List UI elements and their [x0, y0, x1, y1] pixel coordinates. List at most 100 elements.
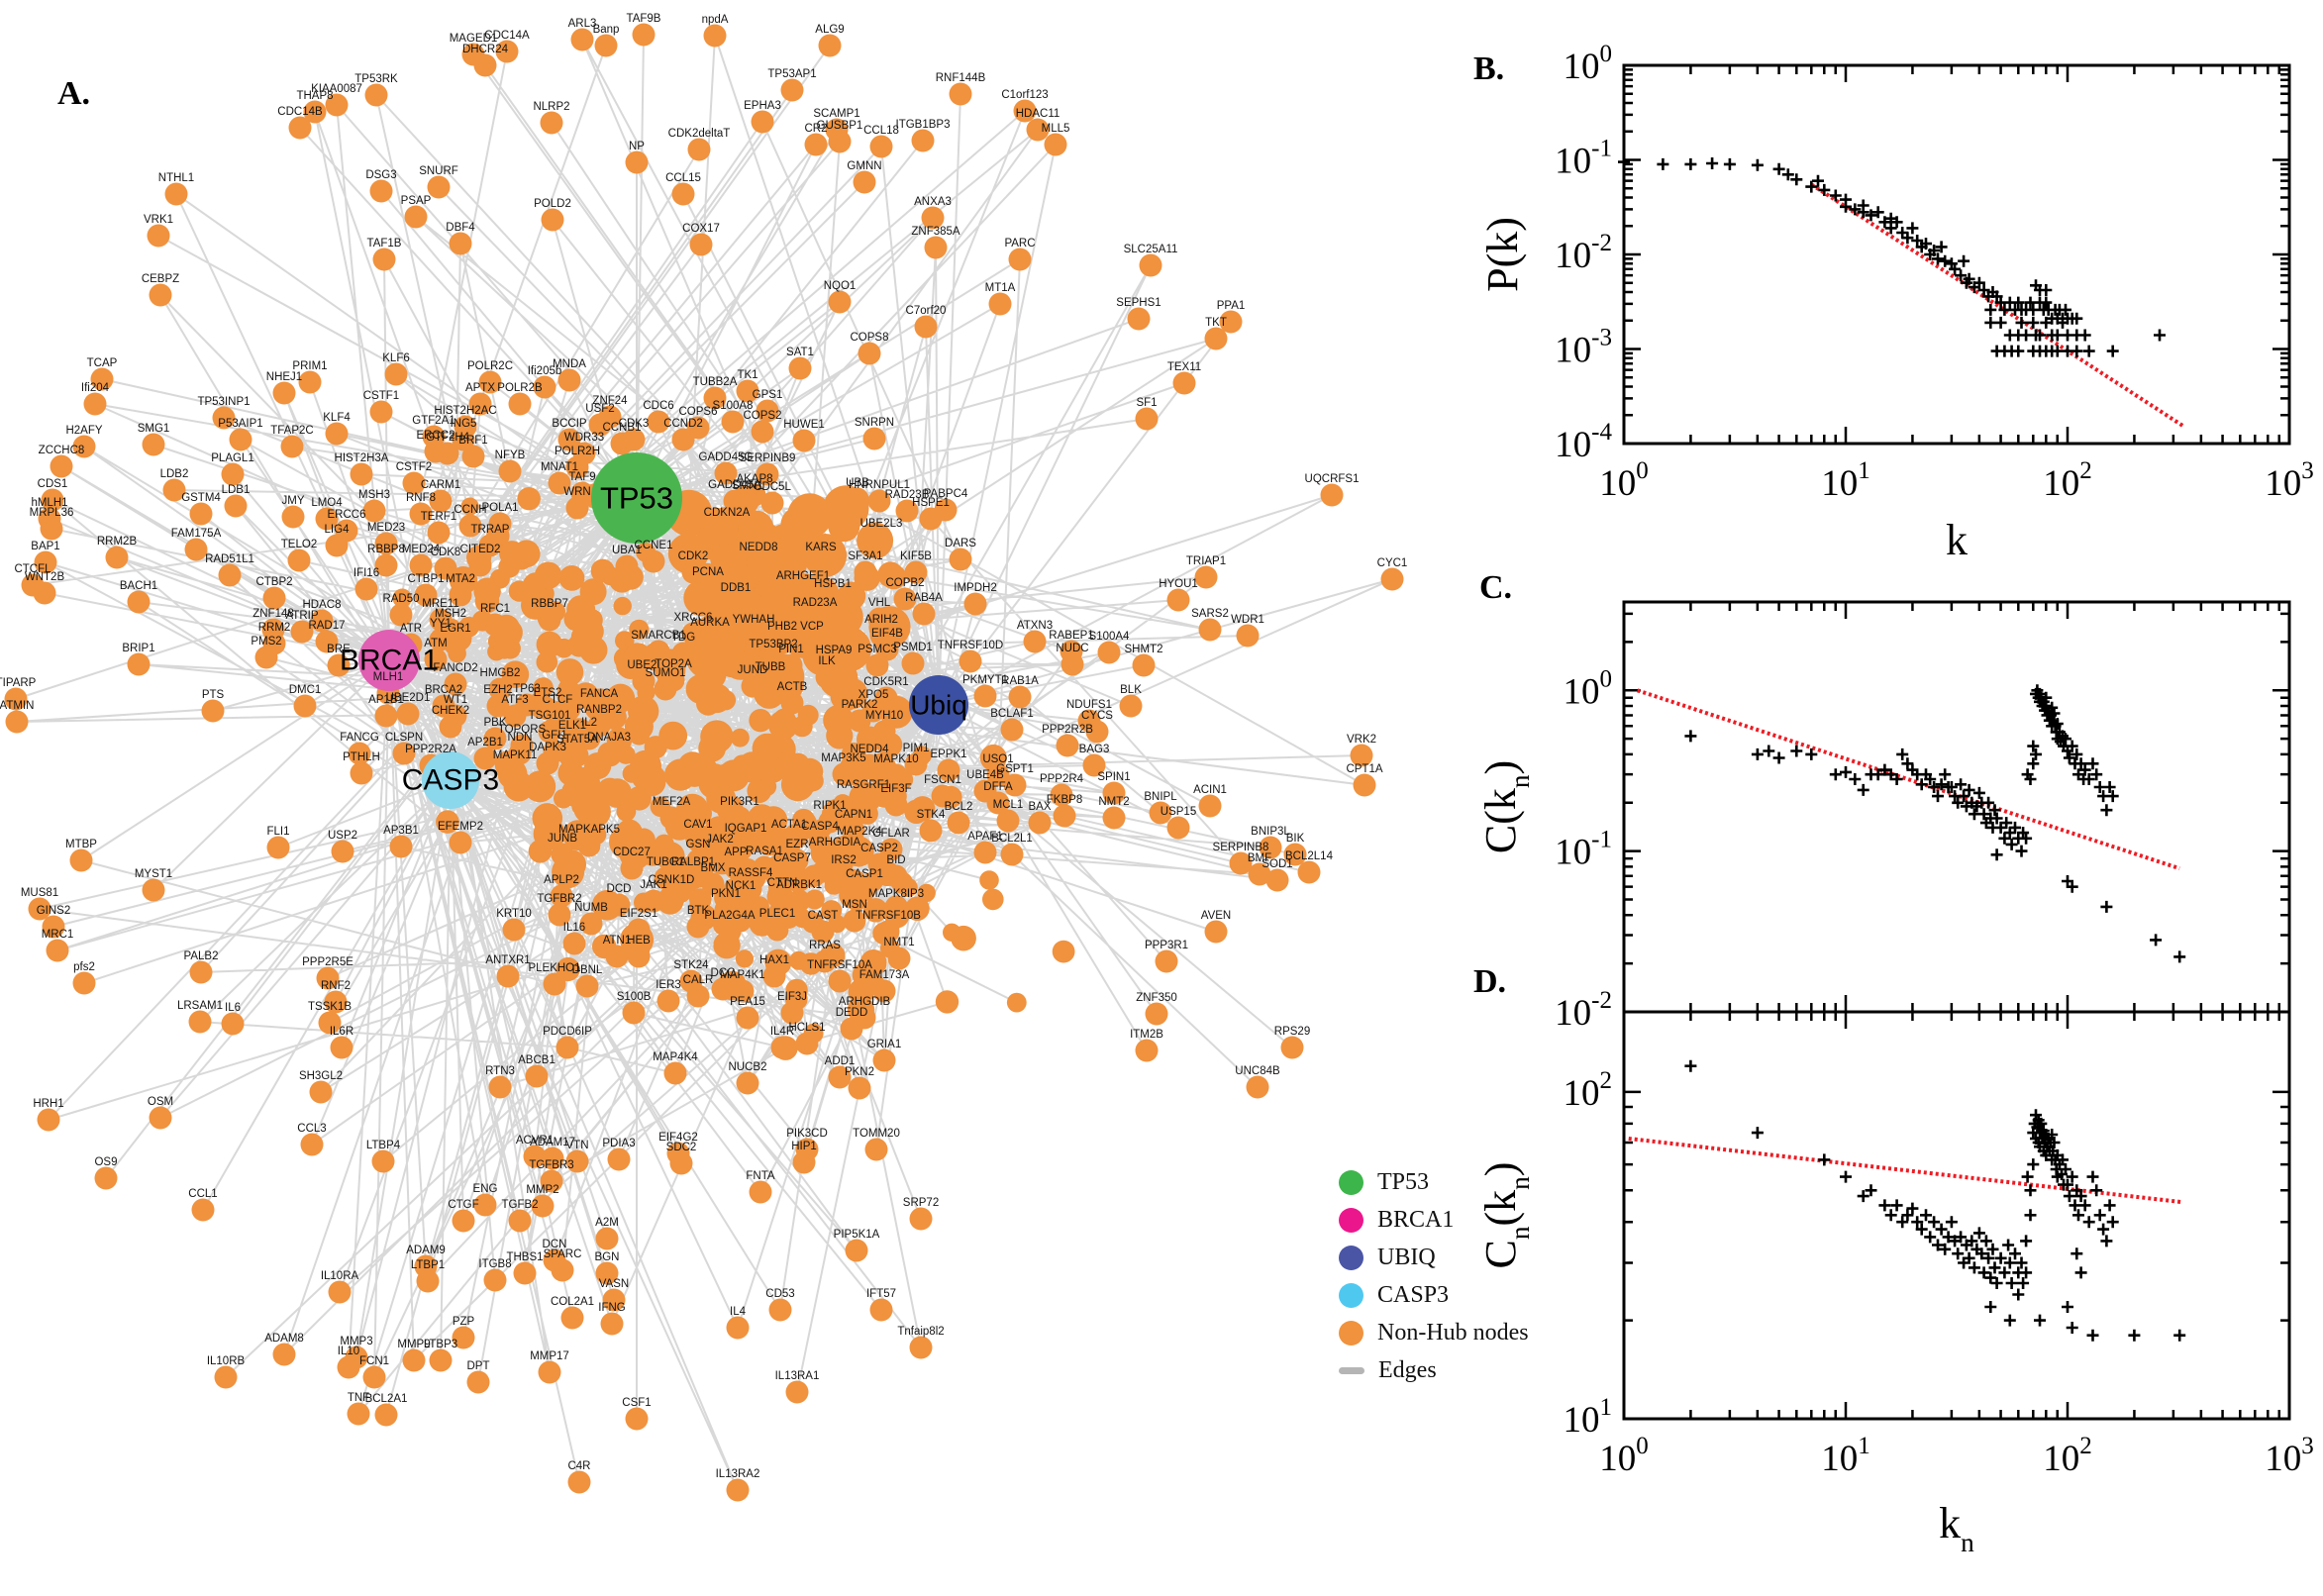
network-node[interactable] — [369, 400, 393, 424]
network-node[interactable] — [1320, 483, 1344, 507]
network-node[interactable] — [522, 593, 544, 615]
network-node[interactable] — [1044, 133, 1067, 156]
network-node[interactable] — [779, 653, 803, 677]
network-node[interactable] — [579, 636, 608, 664]
network-node[interactable] — [548, 903, 571, 927]
network-node[interactable] — [4, 687, 28, 711]
network-node[interactable] — [449, 583, 472, 607]
network-node[interactable] — [735, 949, 755, 968]
network-node[interactable] — [832, 762, 856, 786]
network-node[interactable] — [557, 428, 581, 451]
network-node[interactable] — [659, 884, 683, 908]
network-node[interactable] — [501, 660, 530, 688]
network-node[interactable] — [5, 710, 29, 734]
network-node[interactable] — [562, 932, 586, 955]
network-node[interactable] — [541, 1147, 564, 1170]
network-node[interactable] — [852, 789, 875, 813]
network-node[interactable] — [540, 1169, 563, 1193]
network-node[interactable] — [1248, 862, 1271, 886]
network-node[interactable] — [669, 1151, 693, 1175]
network-node[interactable] — [785, 1380, 809, 1404]
network-node[interactable] — [558, 565, 585, 591]
network-node[interactable] — [221, 462, 245, 486]
network-node[interactable] — [551, 843, 574, 866]
network-node[interactable] — [579, 912, 603, 936]
network-node[interactable] — [734, 833, 758, 856]
network-node[interactable] — [808, 831, 832, 854]
network-node[interactable] — [701, 763, 729, 791]
network-node[interactable] — [862, 427, 886, 450]
network-node[interactable] — [72, 435, 96, 458]
network-node[interactable] — [212, 406, 236, 430]
network-node[interactable] — [374, 553, 398, 577]
network-node[interactable] — [659, 806, 683, 830]
network-node[interactable] — [869, 135, 893, 158]
network-node[interactable] — [554, 638, 574, 658]
network-node[interactable] — [686, 915, 710, 939]
network-node[interactable] — [629, 619, 650, 640]
network-node[interactable] — [461, 445, 485, 468]
network-node[interactable] — [777, 829, 801, 852]
network-node[interactable] — [40, 517, 63, 541]
network-node[interactable] — [843, 909, 866, 933]
network-node[interactable] — [828, 130, 852, 153]
network-node[interactable] — [221, 1012, 245, 1036]
network-node[interactable] — [324, 990, 348, 1014]
network-node[interactable] — [749, 709, 772, 733]
network-node[interactable] — [577, 727, 601, 750]
network-node[interactable] — [770, 887, 794, 911]
network-node[interactable] — [677, 751, 708, 782]
network-node[interactable] — [795, 1032, 819, 1055]
network-node[interactable] — [627, 918, 651, 942]
network-node[interactable] — [884, 898, 908, 922]
network-node[interactable] — [802, 864, 826, 888]
network-node[interactable] — [541, 208, 564, 232]
network-node[interactable] — [474, 588, 500, 614]
network-node[interactable] — [656, 989, 680, 1013]
network-node[interactable] — [738, 510, 774, 547]
network-node[interactable] — [642, 889, 665, 913]
network-node[interactable] — [749, 1180, 772, 1204]
network-node[interactable] — [556, 1036, 579, 1059]
network-node[interactable] — [1135, 1039, 1159, 1062]
network-node[interactable] — [149, 1106, 172, 1130]
network-node[interactable] — [466, 1370, 490, 1394]
network-node[interactable] — [605, 945, 629, 968]
network-node[interactable] — [963, 592, 987, 616]
network-node[interactable] — [50, 454, 73, 478]
network-node[interactable] — [325, 93, 349, 117]
network-node[interactable] — [756, 462, 779, 486]
network-node[interactable] — [863, 898, 888, 923]
network-node[interactable] — [867, 607, 891, 631]
network-node[interactable] — [904, 799, 929, 824]
network-node[interactable] — [281, 505, 305, 529]
network-node[interactable] — [654, 866, 677, 890]
network-node[interactable] — [654, 834, 674, 854]
network-node[interactable] — [372, 248, 396, 271]
network-node[interactable] — [792, 429, 816, 452]
network-node[interactable] — [402, 1348, 426, 1372]
network-node[interactable] — [663, 1061, 687, 1085]
network-node[interactable] — [622, 1001, 646, 1025]
network-node[interactable] — [718, 920, 742, 944]
network-node[interactable] — [853, 878, 876, 902]
network-node[interactable] — [525, 1064, 549, 1088]
network-node[interactable] — [747, 804, 777, 834]
network-node[interactable] — [753, 855, 776, 879]
network-node[interactable] — [503, 759, 527, 783]
network-node[interactable] — [478, 370, 502, 394]
network-node[interactable] — [508, 742, 532, 765]
network-node[interactable] — [478, 534, 502, 557]
network-node[interactable] — [893, 587, 917, 611]
network-node[interactable] — [565, 496, 589, 520]
network-node[interactable] — [427, 175, 451, 199]
network-node[interactable] — [1145, 1002, 1168, 1026]
network-node[interactable] — [1155, 949, 1178, 973]
network-node[interactable] — [625, 150, 649, 174]
network-node[interactable] — [444, 633, 467, 656]
network-node[interactable] — [768, 1298, 792, 1322]
network-node[interactable] — [726, 1316, 750, 1340]
network-node[interactable] — [872, 1048, 896, 1072]
network-node[interactable] — [142, 433, 165, 456]
network-node[interactable] — [986, 791, 1010, 815]
